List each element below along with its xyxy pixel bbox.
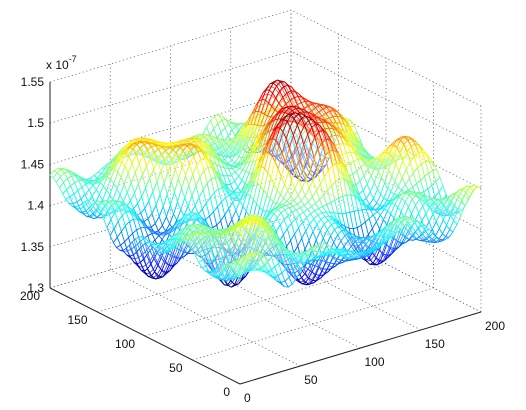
floor-grid-line (110, 269, 301, 367)
z-tick-label: 1.3 (27, 281, 44, 295)
x-axis-line (239, 311, 482, 385)
floor-grid-line (192, 287, 434, 361)
y-tick-label: 150 (67, 313, 87, 327)
back-wall-grid-line (49, 92, 292, 165)
back-wall-grid-line (49, 133, 292, 206)
back-wall-grid-line (290, 215, 482, 313)
back-wall-grid-line (290, 9, 482, 107)
floor-grid-line (230, 233, 421, 331)
z-tick-label: 1.4 (27, 199, 44, 213)
y-tick-label: 50 (169, 361, 183, 375)
y-tick-label: 0 (223, 385, 230, 399)
y-tick-label: 100 (115, 337, 135, 351)
surface-mesh (49, 79, 482, 288)
x-tick-label: 50 (304, 373, 318, 387)
y-axis-line (49, 287, 241, 385)
back-wall-grid-line (49, 174, 292, 248)
back-wall-grid-line (49, 9, 292, 83)
tick-labels: 0501001502000501001502001.31.351.41.451.… (20, 75, 505, 405)
back-wall-grid-line (290, 50, 482, 148)
z-tick-label: 1.35 (21, 240, 45, 254)
z-tick-label: 1.45 (21, 157, 45, 171)
x-tick-label: 0 (244, 391, 251, 405)
back-wall-grid-line (49, 50, 292, 124)
x-tick-label: 100 (365, 355, 385, 369)
back-wall-grid-line (290, 133, 482, 230)
x-tick-label: 200 (485, 319, 505, 333)
back-wall-grid-line (49, 215, 292, 289)
x-tick-label: 150 (425, 337, 445, 351)
z-multiplier-exponent: -7 (69, 54, 77, 64)
floor-grid-line (144, 263, 387, 337)
back-wall-grid-line (290, 92, 482, 189)
z-multiplier-base: x 10 (46, 58, 69, 72)
z-axis-multiplier: x 10-7 (46, 54, 77, 72)
surface-cell (473, 184, 482, 188)
z-tick-label: 1.5 (27, 116, 44, 130)
y-tick-label: 200 (20, 289, 40, 303)
z-tick-label: 1.55 (21, 75, 45, 89)
back-wall-grid-line (290, 174, 482, 272)
